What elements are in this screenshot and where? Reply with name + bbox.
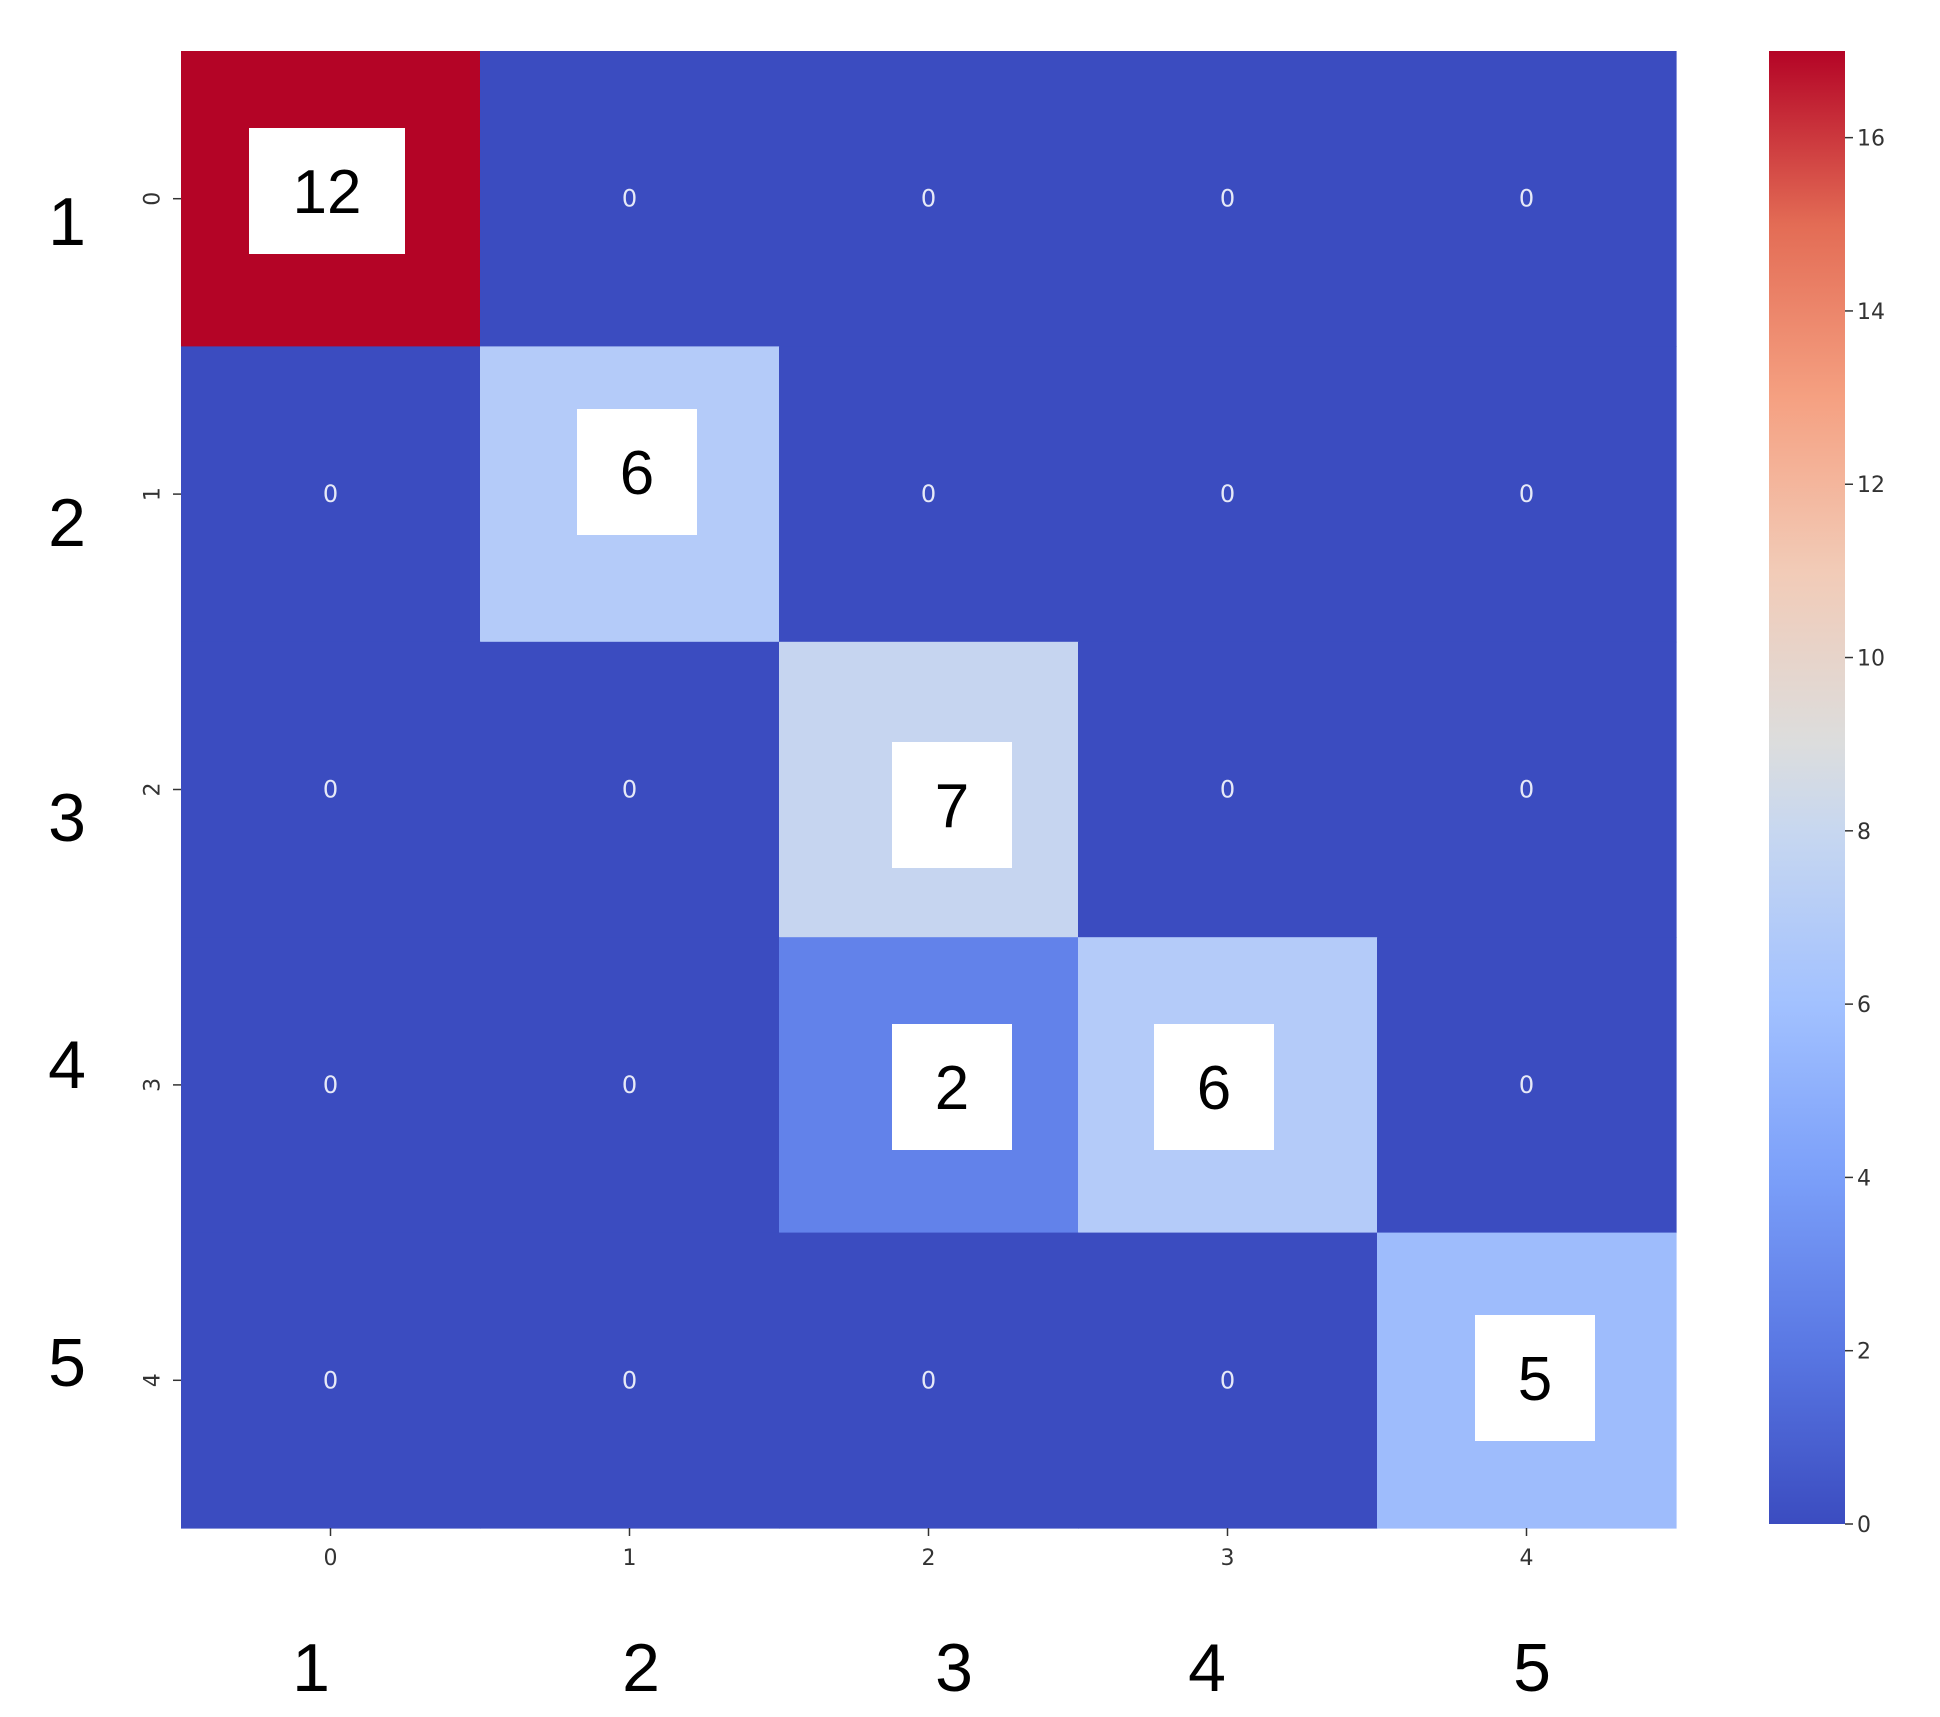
heatmap-cell — [181, 937, 481, 1234]
x-outer-label: 2 — [622, 1630, 660, 1706]
colorbar-tick-label: 14 — [1857, 300, 1885, 325]
heatmap-cell — [480, 641, 780, 938]
cell-annotation: 0 — [622, 776, 637, 804]
y-outer-label: 1 — [48, 184, 86, 260]
y-outer-label: 5 — [48, 1325, 86, 1401]
y-tick-label: 3 — [141, 1078, 166, 1092]
cell-annotation: 0 — [323, 1071, 338, 1099]
y-outer-label: 2 — [48, 485, 86, 561]
colorbar-tick-label: 2 — [1857, 1340, 1871, 1365]
heatmap-cell — [480, 937, 780, 1234]
cell-annotation: 0 — [622, 1071, 637, 1099]
highlight-value: 12 — [293, 158, 362, 227]
highlight-value: 7 — [935, 772, 969, 841]
cell-annotation: 0 — [323, 776, 338, 804]
x-outer-label: 4 — [1188, 1630, 1226, 1706]
cell-annotation: 0 — [921, 480, 936, 508]
heatmap-cell — [480, 51, 780, 347]
cell-annotation: 0 — [921, 185, 936, 213]
y-tick-label: 2 — [141, 783, 166, 797]
highlight-box — [577, 409, 697, 535]
highlight-value: 2 — [935, 1054, 969, 1123]
highlight-box — [249, 128, 405, 254]
highlight-box — [1154, 1024, 1274, 1150]
heatmap-cell — [1377, 346, 1677, 643]
cell-annotation: 0 — [1519, 185, 1534, 213]
highlighted-values: 12 6 7 2 6 5 — [249, 128, 1595, 1441]
cell-annotation: 0 — [622, 1366, 637, 1394]
heatmap-cell — [181, 1232, 481, 1529]
cell-annotation: 0 — [323, 1366, 338, 1394]
x-tick-label: 2 — [922, 1546, 936, 1571]
colorbar-tick-label: 16 — [1857, 127, 1885, 152]
y-tick-label: 0 — [141, 192, 166, 206]
cell-annotation: 0 — [1519, 480, 1534, 508]
y-tick-label: 4 — [141, 1373, 166, 1387]
y-outer-label: 4 — [48, 1027, 86, 1103]
heatmap-cell — [1078, 346, 1378, 643]
y-tick-label: 1 — [141, 487, 166, 501]
cell-annotation: 0 — [622, 185, 637, 213]
heatmap-cell — [1377, 51, 1677, 347]
x-outer-label: 3 — [935, 1630, 973, 1706]
colorbar — [1769, 51, 1845, 1524]
heatmap-cell — [779, 51, 1079, 347]
cell-annotation: 0 — [1519, 776, 1534, 804]
heatmap-cells — [181, 51, 1677, 1529]
colorbar-tick-label: 4 — [1857, 1166, 1871, 1191]
x-axis-ticks: 0 1 2 3 4 — [324, 1528, 1534, 1571]
x-outer-label: 1 — [292, 1630, 330, 1706]
cell-annotation: 0 — [1519, 1071, 1534, 1099]
heatmap-cell — [1377, 641, 1677, 938]
heatmap-cell — [779, 1232, 1079, 1529]
heatmap-cell — [480, 1232, 780, 1529]
cell-annotation: 0 — [1220, 480, 1235, 508]
highlight-value: 5 — [1518, 1345, 1552, 1414]
colorbar-tick-label: 0 — [1857, 1513, 1871, 1538]
cell-annotation: 0 — [1220, 1366, 1235, 1394]
x-outer-label: 5 — [1513, 1630, 1551, 1706]
colorbar-ticks: 0 2 4 6 8 10 12 14 16 — [1845, 127, 1885, 1538]
x-tick-label: 1 — [623, 1546, 637, 1571]
x-tick-label: 3 — [1221, 1546, 1235, 1571]
heatmap-cell — [1078, 1232, 1378, 1529]
outer-labels: 1 2 3 4 5 1 2 3 4 5 — [48, 184, 1551, 1706]
y-outer-label: 3 — [48, 780, 86, 856]
cell-annotation: 0 — [1220, 776, 1235, 804]
highlight-value: 6 — [620, 439, 654, 508]
cell-annotations: 0 0 0 0 0 0 0 0 0 0 0 0 0 0 0 0 0 0 0 — [323, 185, 1534, 1395]
cell-annotation: 0 — [921, 1366, 936, 1394]
heatmap-cell — [181, 346, 481, 643]
cell-annotation: 0 — [323, 480, 338, 508]
y-axis-ticks: 0 1 2 3 4 — [141, 192, 181, 1387]
x-tick-label: 4 — [1520, 1546, 1534, 1571]
heatmap-cell — [1078, 51, 1378, 347]
colorbar-tick-label: 6 — [1857, 993, 1871, 1018]
highlight-box — [1475, 1315, 1595, 1441]
heatmap-cell — [181, 641, 481, 938]
highlight-value: 6 — [1197, 1054, 1231, 1123]
x-tick-label: 0 — [324, 1546, 338, 1571]
highlight-box — [892, 1024, 1012, 1150]
colorbar-gradient — [1769, 51, 1845, 1524]
heatmap-cell — [779, 346, 1079, 643]
colorbar-tick-label: 12 — [1857, 473, 1885, 498]
cell-annotation: 0 — [1220, 185, 1235, 213]
heatmap-cell — [1078, 641, 1378, 938]
highlight-box — [892, 742, 1012, 868]
colorbar-tick-label: 8 — [1857, 820, 1871, 845]
heatmap-cell — [1377, 937, 1677, 1234]
colorbar-tick-label: 10 — [1857, 647, 1885, 672]
